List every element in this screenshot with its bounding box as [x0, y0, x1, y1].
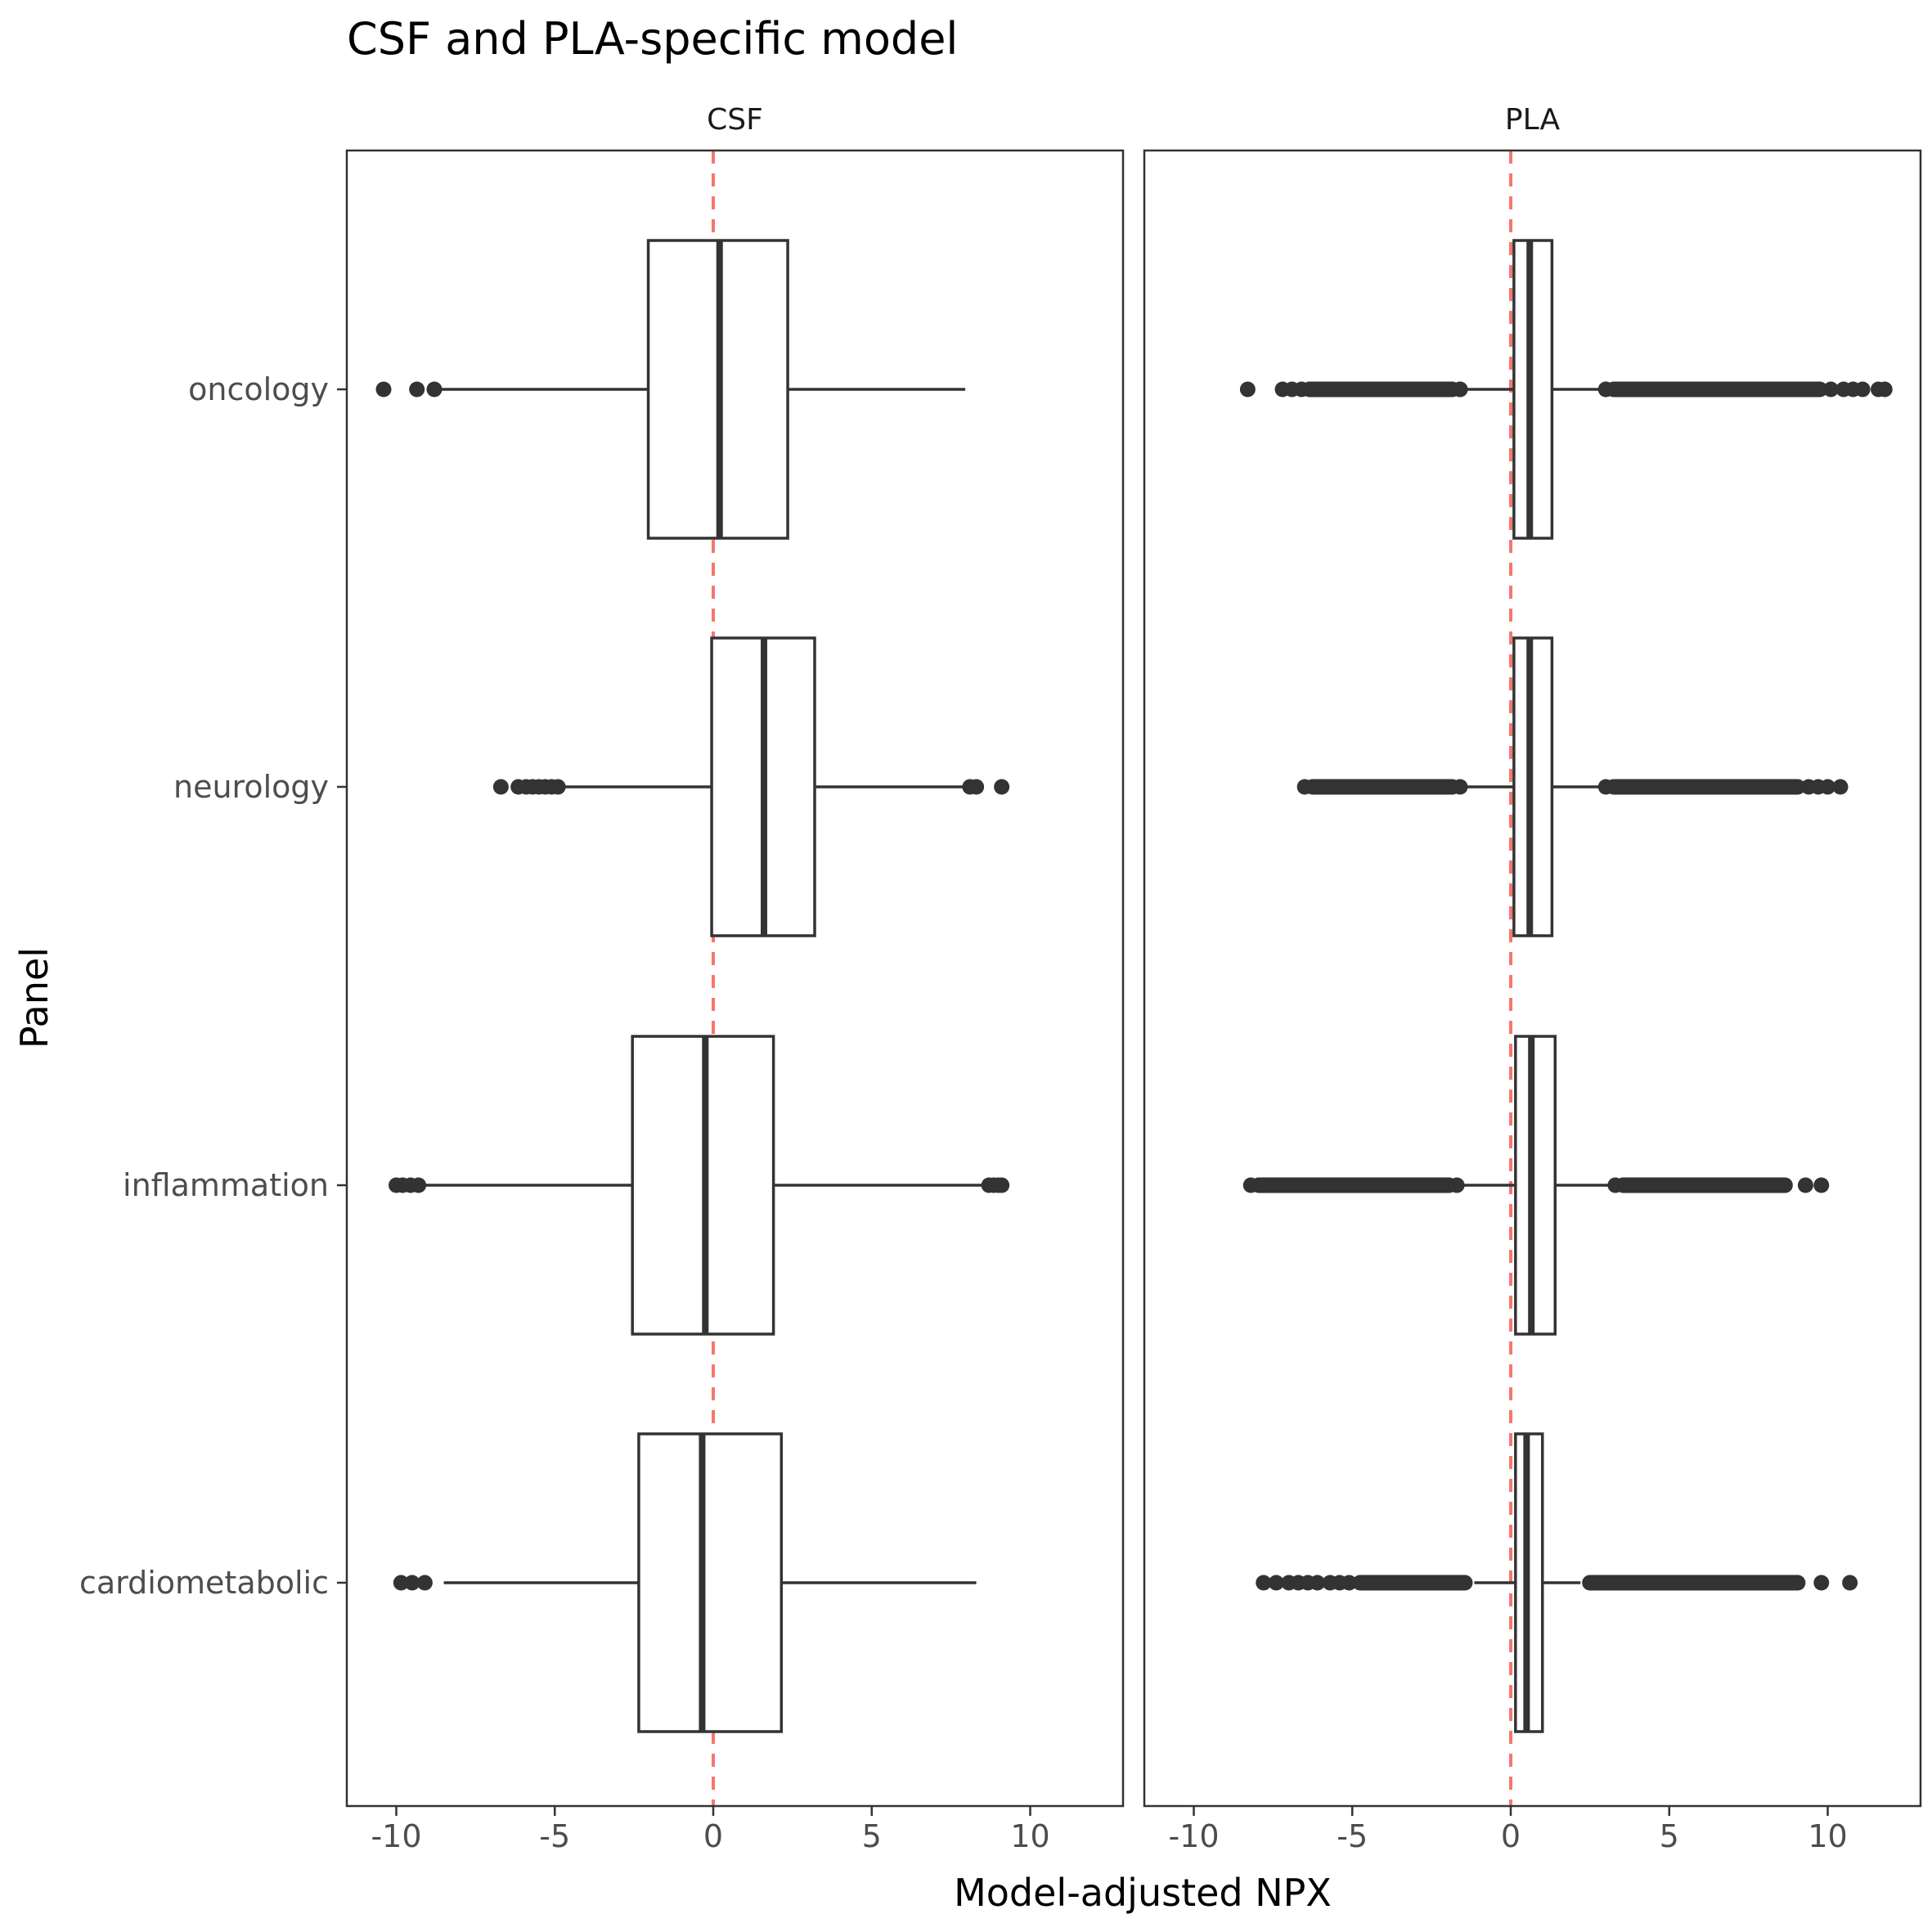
x-tick-label: -10	[1168, 1818, 1219, 1854]
outlier-point	[426, 381, 443, 398]
outlier-band	[1606, 381, 1828, 398]
outlier-point	[1268, 1575, 1284, 1591]
outlier-point	[1239, 381, 1256, 398]
outlier-point	[550, 779, 566, 795]
box-neurology	[492, 636, 1010, 937]
box-oncology	[1239, 239, 1893, 540]
y-tick-label: cardiometabolic	[79, 1565, 329, 1601]
outlier-point	[492, 779, 509, 795]
y-tick-label: oncology	[188, 371, 329, 407]
outlier-band	[1615, 1177, 1793, 1193]
x-tick-label: 5	[862, 1818, 882, 1854]
outlier-point	[1296, 779, 1313, 795]
outlier-point	[1452, 381, 1468, 398]
outlier-point	[1822, 381, 1839, 398]
outlier-point	[1813, 1177, 1830, 1193]
outlier-point	[1242, 1177, 1259, 1193]
panel-border	[1143, 149, 1922, 1808]
facet-panel-pla: PLA -10 -5 0 5 10	[1143, 103, 1922, 1854]
y-tick-label: inflammation	[123, 1167, 329, 1203]
box-iqr	[637, 1432, 784, 1733]
x-tick-label: -5	[539, 1818, 570, 1854]
outlier-point	[1597, 779, 1614, 795]
outlier-point	[1341, 1575, 1357, 1591]
outlier-band	[1352, 1575, 1473, 1591]
outlier-band	[1606, 779, 1806, 795]
facet-strip-label: PLA	[1505, 103, 1561, 137]
x-tick-label: 10	[1010, 1818, 1049, 1854]
outlier-point	[1820, 779, 1835, 795]
x-tick-label: 10	[1808, 1818, 1847, 1854]
x-axis-title: Model-adjusted NPX	[954, 1871, 1332, 1915]
outlier-point	[1452, 779, 1468, 795]
outlier-band	[1301, 381, 1460, 398]
outlier-point	[994, 779, 1010, 795]
panel-contents	[1239, 151, 1893, 1806]
plot-layer: CSF -10 -5 0 5 10 PLA -10 -5 0 5 10 oncology neurolog…	[79, 103, 1922, 1854]
outlier-band	[1582, 1575, 1806, 1591]
panel-contents	[375, 151, 1010, 1806]
outlier-point	[1854, 381, 1871, 398]
outlier-point	[968, 779, 985, 795]
panel-border	[345, 149, 1125, 1808]
outlier-point	[1797, 1177, 1813, 1193]
outlier-point	[1449, 1177, 1465, 1193]
outlier-point	[1293, 381, 1310, 398]
outlier-point	[404, 1575, 420, 1591]
x-tick-label: 0	[1501, 1818, 1521, 1854]
outlier-point	[375, 381, 392, 398]
outlier-point	[1876, 381, 1893, 398]
x-tick-label: 0	[703, 1818, 723, 1854]
outlier-point	[1310, 1575, 1326, 1591]
box-inflammation	[389, 1035, 1010, 1336]
outlier-point	[994, 1177, 1010, 1193]
x-tick-label: -10	[371, 1818, 421, 1854]
outlier-point	[1256, 1575, 1272, 1591]
box-oncology	[375, 239, 966, 540]
facet-panel-csf: CSF -10 -5 0 5 10	[345, 103, 1125, 1854]
facet-strip-label: CSF	[707, 103, 763, 137]
x-tick-label: -5	[1337, 1818, 1368, 1854]
outlier-point	[416, 1575, 433, 1591]
chart-title: CSF and PLA-specific model	[347, 13, 958, 65]
y-tick-label: neurology	[173, 769, 329, 805]
outlier-point	[1597, 381, 1614, 398]
outlier-point	[1813, 1575, 1830, 1591]
y-axis-title: Panel	[12, 947, 56, 1049]
box-inflammation	[1242, 1035, 1830, 1336]
outlier-point	[1832, 779, 1849, 795]
box-iqr	[1514, 1035, 1557, 1336]
box-neurology	[1296, 636, 1849, 937]
box-cardiometabolic	[1256, 1432, 1858, 1733]
outlier-point	[411, 1177, 427, 1193]
x-tick-label: 5	[1660, 1818, 1679, 1854]
outlier-point	[409, 381, 425, 398]
outlier-point	[1842, 1575, 1858, 1591]
outlier-band	[1305, 779, 1460, 795]
outlier-point	[1607, 1177, 1624, 1193]
outlier-band	[1251, 1177, 1458, 1193]
box-cardiometabolic	[393, 1432, 977, 1733]
outlier-point	[393, 1575, 409, 1591]
